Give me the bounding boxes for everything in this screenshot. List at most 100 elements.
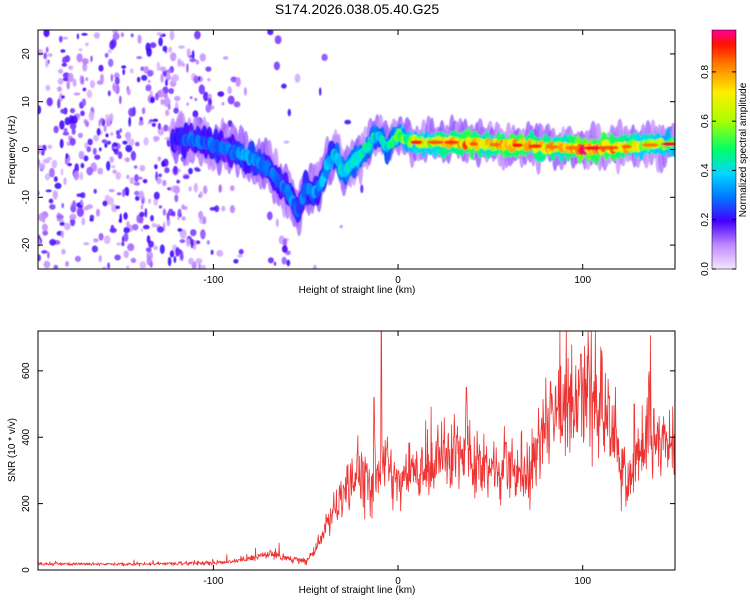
spectrogram-noise-blob bbox=[221, 101, 225, 106]
spectrogram-noise-blob bbox=[45, 84, 51, 91]
spectrogram-peak-spot bbox=[489, 142, 501, 147]
spectrogram-noise-blob bbox=[145, 247, 152, 253]
spectrogram-noise-blob bbox=[229, 205, 235, 214]
spectrogram-noise-blob bbox=[116, 242, 122, 246]
spectrogram-noise-blob bbox=[93, 238, 99, 243]
spectrogram-noise-blob bbox=[109, 40, 115, 50]
colorbar-ticks: 0.0 0.2 0.4 0.6 0.8 bbox=[700, 64, 736, 276]
spectrogram-noise-blob bbox=[165, 109, 170, 117]
spectrogram-noise-blob bbox=[194, 97, 198, 102]
spectrogram-noise-blob bbox=[79, 171, 84, 181]
spectrogram-noise-blob bbox=[156, 32, 163, 36]
spectrogram-noise-blob bbox=[190, 238, 194, 249]
spectrogram-noise-blob bbox=[58, 35, 63, 43]
spectrogram-noise-blob bbox=[195, 258, 203, 264]
spectrogram-ytick-label: 20 bbox=[21, 48, 32, 60]
snr-ytick-label: 600 bbox=[21, 362, 32, 379]
spectrogram-noise-blob bbox=[199, 191, 203, 199]
spectrogram-ylabel: Frequency (Hz) bbox=[7, 116, 18, 185]
spectrogram-noise-blob bbox=[62, 77, 70, 82]
spectrogram-noise-blob bbox=[286, 259, 291, 267]
spectrogram-noise-blob bbox=[294, 73, 301, 83]
spectrogram-noise-blob bbox=[45, 59, 49, 68]
spectrogram-noise-blob bbox=[93, 188, 97, 194]
spectrogram-noise-blob bbox=[158, 37, 163, 47]
colorbar-tick-label: 0.4 bbox=[700, 163, 711, 177]
spectrogram-noise-blob bbox=[98, 64, 104, 72]
spectrogram-noise-blob bbox=[94, 154, 101, 160]
spectrogram-noise-blob bbox=[119, 213, 122, 224]
spectrogram-noise-blob bbox=[106, 121, 111, 127]
spectrogram-noise-blob bbox=[63, 177, 67, 186]
snr-axes: -100 0 100 0 200 400 600 bbox=[21, 331, 675, 587]
spectrogram-noise-blob bbox=[126, 135, 130, 142]
spectrogram-noise-blob bbox=[61, 63, 67, 67]
spectrogram-noise-blob bbox=[313, 264, 317, 269]
spectrogram-noise-blob bbox=[91, 245, 98, 253]
spectrogram-noise-blob bbox=[69, 213, 77, 220]
spectrogram-noise-blob bbox=[188, 167, 193, 175]
spectrogram-peak-spot bbox=[641, 143, 659, 147]
spectrogram-xtick-label: -100 bbox=[203, 275, 223, 286]
spectrogram-noise-blob bbox=[69, 108, 76, 114]
spectrogram-noise-blob bbox=[76, 207, 84, 218]
spectrogram-noise-blob bbox=[168, 46, 173, 53]
spectrogram-ytick-label: 0 bbox=[21, 146, 32, 152]
spectrogram-noise-blob bbox=[157, 89, 165, 98]
spectrogram-noise-blob bbox=[67, 72, 74, 83]
spectrogram-noise-blob bbox=[267, 257, 274, 264]
spectrogram-noise-blob bbox=[43, 30, 50, 38]
spectrogram-noise-blob bbox=[171, 211, 176, 217]
spectrogram-noise-blob bbox=[210, 249, 214, 255]
spectrogram-noise-blob bbox=[116, 130, 120, 136]
spectrogram-noise-blob bbox=[153, 245, 158, 251]
colorbar-tick-label: 0.0 bbox=[700, 262, 711, 276]
spectrogram-noise-blob bbox=[178, 45, 185, 49]
spectrogram-noise-blob bbox=[89, 80, 96, 89]
spectrogram-noise-blob bbox=[281, 245, 288, 253]
spectrogram-noise-blob bbox=[186, 48, 191, 58]
spectrogram-peak-spot bbox=[443, 140, 459, 145]
spectrogram-noise-blob bbox=[157, 156, 162, 162]
spectrogram-noise-blob bbox=[227, 86, 232, 95]
spectrogram-noise-blob bbox=[160, 73, 164, 83]
spectrogram-noise-blob bbox=[162, 179, 167, 187]
spectrogram-noise-blob bbox=[216, 250, 224, 257]
spectrogram-noise-blob bbox=[321, 53, 328, 62]
colorbar-tick-label: 0.6 bbox=[700, 114, 711, 128]
spectrogram-noise-blob bbox=[167, 256, 172, 267]
colorbar-tick-label: 0.2 bbox=[700, 212, 711, 226]
spectrogram-noise-blob bbox=[186, 63, 189, 73]
spectrogram-noise-blob bbox=[267, 30, 274, 36]
spectrogram-noise-blob bbox=[126, 174, 130, 180]
spectrogram-noise-blob bbox=[92, 147, 97, 155]
spectrogram-noise-blob bbox=[83, 118, 88, 125]
spectrogram-peak-spot bbox=[469, 141, 478, 146]
spectrogram-noise-blob bbox=[139, 116, 143, 123]
spectrogram-noise-blob bbox=[162, 45, 168, 52]
snr-ytick-label: 400 bbox=[21, 428, 32, 445]
spectrogram-peak-spot bbox=[410, 140, 423, 145]
spectrogram-noise-blob bbox=[158, 173, 163, 178]
spectrogram-noise-blob bbox=[153, 137, 157, 143]
spectrogram-noise-blob bbox=[237, 254, 244, 258]
spectrogram-noise-blob bbox=[140, 66, 145, 71]
spectrogram-peak-spot bbox=[545, 145, 559, 149]
spectrogram-noise-blob bbox=[78, 150, 85, 160]
snr-series-line bbox=[38, 331, 675, 567]
spectrogram-noise-blob bbox=[119, 95, 122, 105]
spectrogram-noise-blob bbox=[222, 56, 229, 60]
spectrogram-noise-blob bbox=[78, 48, 83, 52]
spectrogram-noise-blob bbox=[69, 122, 77, 130]
spectrogram-noise-blob bbox=[42, 230, 49, 236]
spectrogram-noise-blob bbox=[89, 217, 94, 222]
spectrogram-noise-blob bbox=[102, 266, 107, 269]
spectrogram-noise-blob bbox=[76, 193, 83, 197]
spectrogram-peak-spot bbox=[427, 140, 444, 145]
spectrogram-noise-blob bbox=[173, 185, 180, 194]
spectrogram-noise-blob bbox=[60, 108, 67, 114]
spectrogram-peak-spot bbox=[598, 145, 619, 150]
spectrogram-noise-blob bbox=[182, 205, 188, 210]
